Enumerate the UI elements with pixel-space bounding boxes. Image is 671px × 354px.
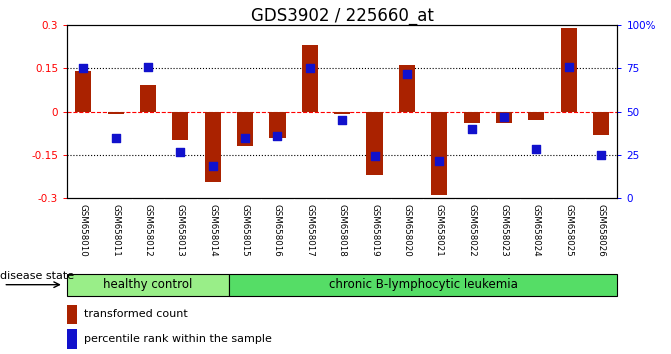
Bar <box>302 45 318 112</box>
Text: GSM658012: GSM658012 <box>144 204 152 257</box>
Bar <box>496 112 512 123</box>
FancyBboxPatch shape <box>67 274 229 296</box>
Text: GSM658021: GSM658021 <box>435 204 444 257</box>
Bar <box>67 304 77 324</box>
Bar <box>75 71 91 112</box>
Point <box>337 118 348 123</box>
Point <box>434 158 445 164</box>
Text: disease state: disease state <box>0 271 74 281</box>
Text: GSM658026: GSM658026 <box>597 204 606 257</box>
Bar <box>269 112 286 137</box>
Text: GSM658010: GSM658010 <box>79 204 88 257</box>
Point <box>369 154 380 159</box>
Point <box>175 149 186 155</box>
Bar <box>107 112 123 114</box>
Point <box>78 65 89 71</box>
Text: GSM658011: GSM658011 <box>111 204 120 257</box>
Text: GSM658014: GSM658014 <box>208 204 217 257</box>
Text: GSM658013: GSM658013 <box>176 204 185 257</box>
Point <box>110 135 121 140</box>
Text: GSM658018: GSM658018 <box>338 204 347 257</box>
Bar <box>140 85 156 112</box>
Bar <box>464 112 480 123</box>
Text: GSM658017: GSM658017 <box>305 204 314 257</box>
Bar <box>593 112 609 135</box>
Text: GSM658015: GSM658015 <box>241 204 250 257</box>
Point <box>531 146 541 152</box>
Text: chronic B-lymphocytic leukemia: chronic B-lymphocytic leukemia <box>329 278 517 291</box>
Text: GSM658019: GSM658019 <box>370 204 379 257</box>
Text: GSM658025: GSM658025 <box>564 204 573 257</box>
Text: transformed count: transformed count <box>84 309 188 320</box>
Text: GSM658020: GSM658020 <box>403 204 411 257</box>
Text: GSM658023: GSM658023 <box>499 204 509 257</box>
Point <box>596 152 607 158</box>
Bar <box>399 65 415 112</box>
Text: percentile rank within the sample: percentile rank within the sample <box>84 334 272 344</box>
Text: GSM658016: GSM658016 <box>273 204 282 257</box>
Bar <box>431 112 448 195</box>
Text: GSM658022: GSM658022 <box>467 204 476 257</box>
Point <box>305 65 315 71</box>
Point <box>240 135 250 140</box>
Point <box>499 114 509 120</box>
Text: healthy control: healthy control <box>103 278 193 291</box>
Bar <box>334 112 350 114</box>
Bar <box>561 28 577 112</box>
Bar <box>528 112 544 120</box>
Text: GSM658024: GSM658024 <box>532 204 541 257</box>
Title: GDS3902 / 225660_at: GDS3902 / 225660_at <box>251 7 433 25</box>
Point <box>466 126 477 132</box>
Point <box>564 64 574 69</box>
Bar <box>366 112 382 175</box>
Point <box>401 71 412 77</box>
Point <box>143 64 154 69</box>
FancyBboxPatch shape <box>229 274 617 296</box>
Bar <box>237 112 253 146</box>
Point <box>272 133 283 139</box>
Bar <box>172 112 189 141</box>
Point <box>207 164 218 169</box>
Bar <box>67 329 77 348</box>
Bar <box>205 112 221 182</box>
